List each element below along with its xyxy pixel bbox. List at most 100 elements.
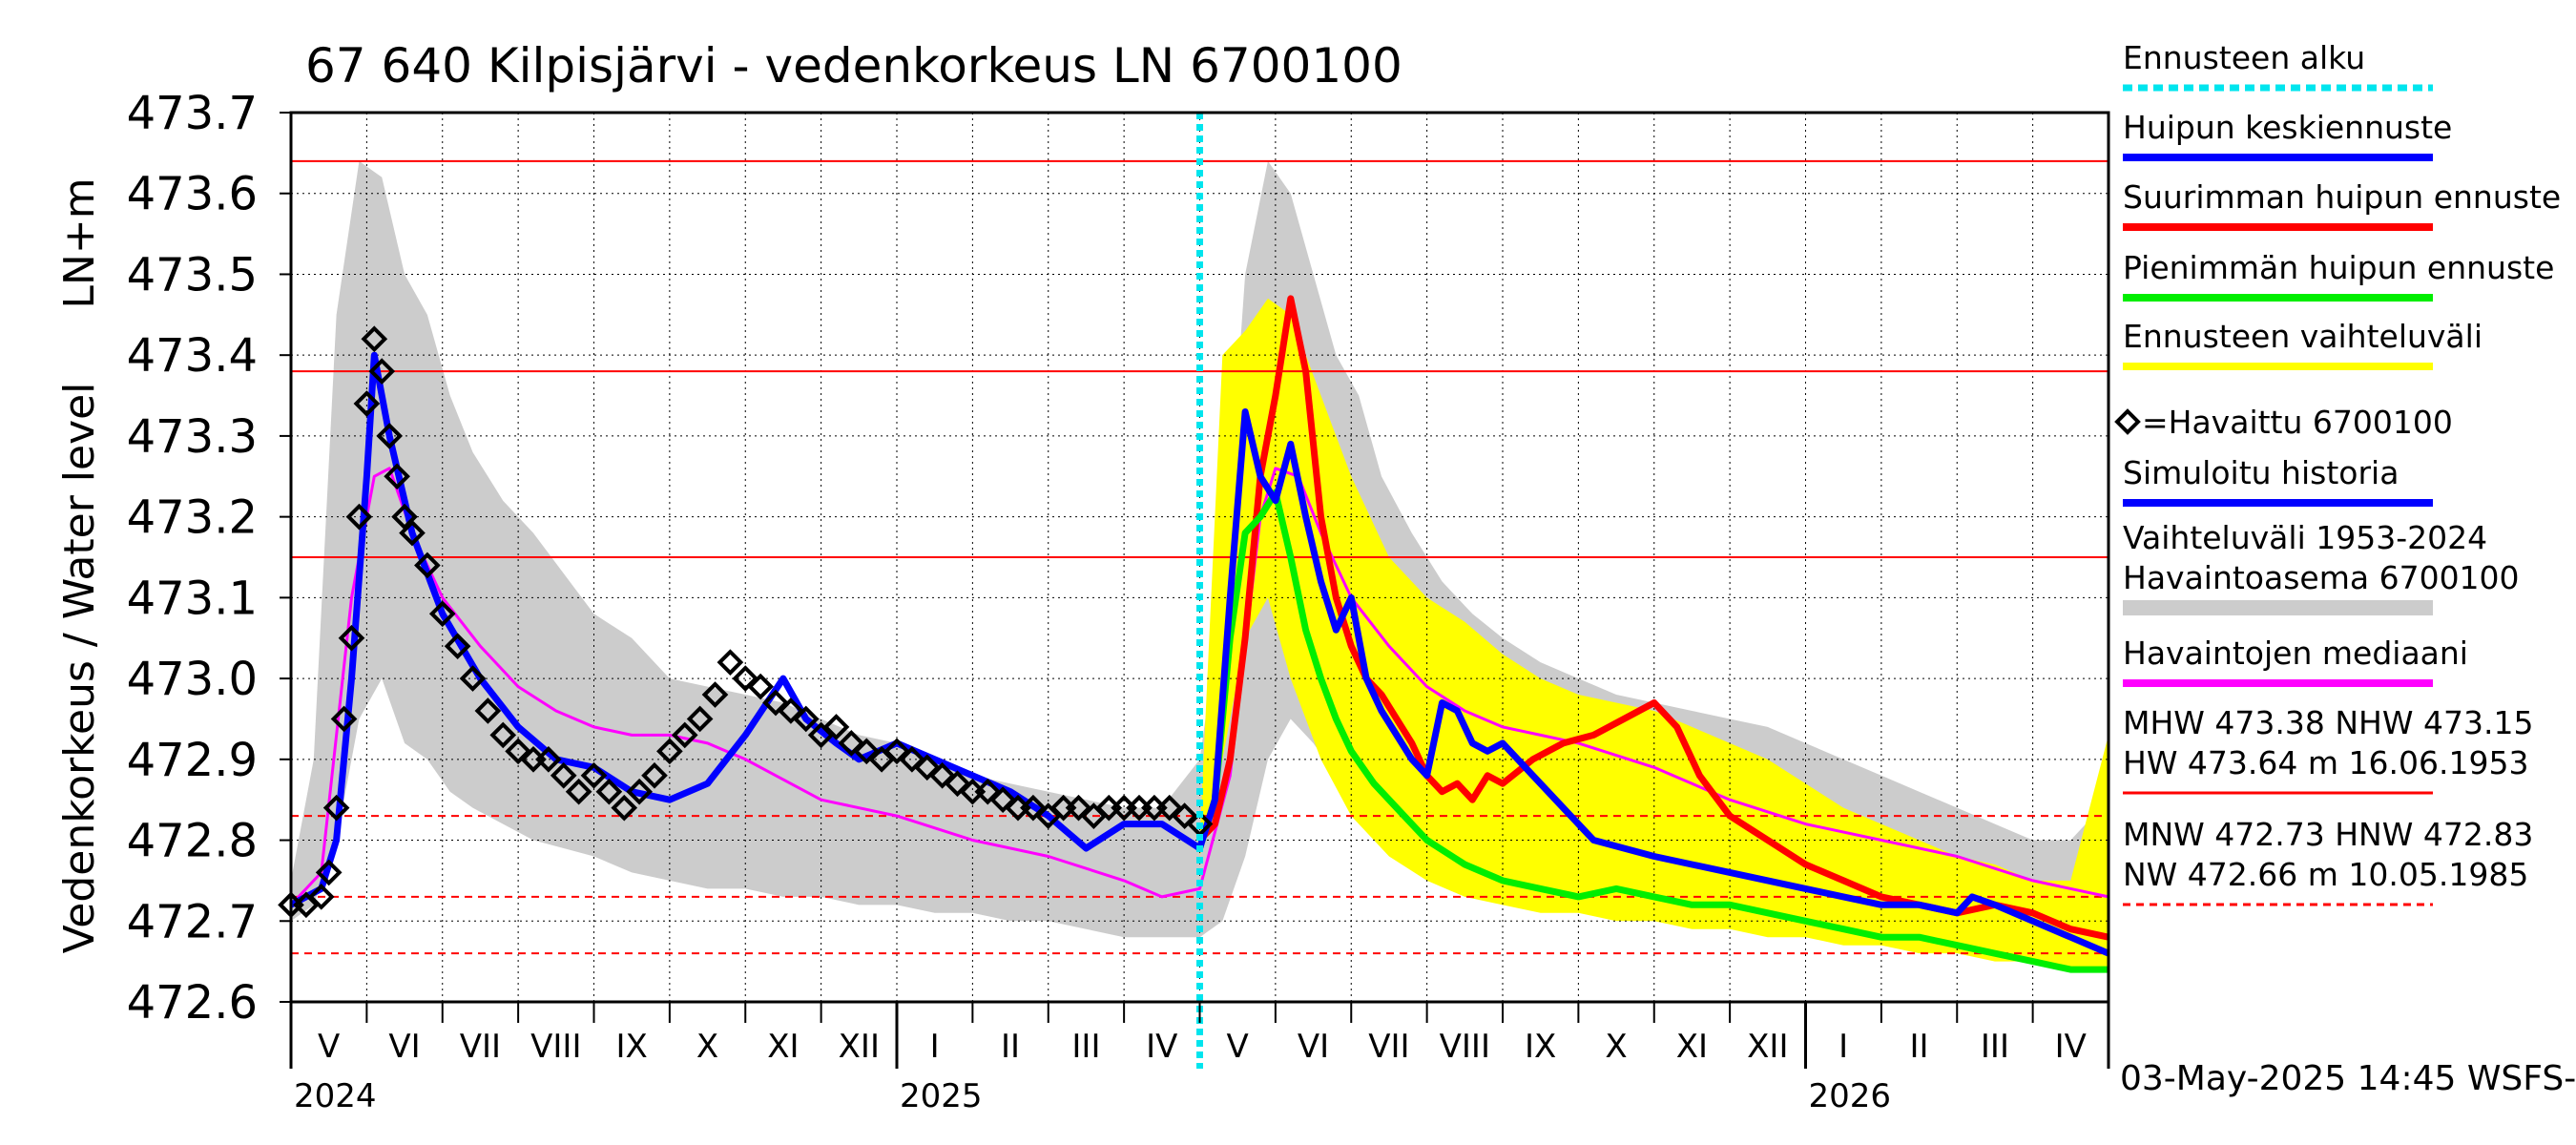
- legend-label: MNW 472.73 HNW 472.83: [2123, 816, 2533, 853]
- x-month-label: V: [318, 1028, 340, 1066]
- observed-point: [444, 633, 471, 660]
- legend-label-line2: Havaintoasema 6700100: [2123, 559, 2520, 596]
- legend-label: Vaihteluväli 1953-2024: [2123, 519, 2487, 556]
- observed-point: [641, 761, 668, 789]
- legend-label: Ennusteen vaihteluväli: [2123, 318, 2483, 355]
- observed-point: [428, 600, 456, 628]
- observed-point: [353, 390, 381, 417]
- observed-point: [686, 705, 714, 733]
- observed-point: [778, 697, 804, 724]
- legend-label: Suurimman huipun ennuste: [2123, 178, 2561, 216]
- observed-point: [1171, 802, 1198, 829]
- observed-point: [611, 794, 638, 822]
- x-month-label: XI: [1676, 1028, 1708, 1066]
- observed-point: [944, 770, 971, 798]
- x-month-label: II: [1001, 1028, 1020, 1066]
- x-month-label: X: [1605, 1028, 1627, 1066]
- chart-title: 67 640 Kilpisjärvi - vedenkorkeus LN 670…: [305, 38, 1402, 94]
- observed-point: [656, 738, 683, 765]
- x-month-label: VI: [388, 1028, 420, 1066]
- observed-point: [315, 859, 343, 886]
- y-tick-label: 473.1: [127, 572, 258, 625]
- x-month-label: XI: [767, 1028, 799, 1066]
- y-tick-label: 473.5: [127, 248, 258, 302]
- x-month-label: IV: [2055, 1028, 2087, 1066]
- observed-point: [535, 745, 562, 773]
- x-year-label: 2024: [294, 1077, 377, 1115]
- x-month-label: IX: [1525, 1028, 1556, 1066]
- observed-point: [489, 721, 517, 749]
- legend: Ennusteen alku Huipun keskiennuste Suurimm…: [2114, 39, 2561, 906]
- timestamp-footer: 03-May-2025 14:45 WSFS-O: [2120, 1059, 2576, 1098]
- observed-point: [595, 778, 623, 805]
- x-month-label: III: [1071, 1028, 1100, 1066]
- x-month-label: VIII: [530, 1028, 581, 1066]
- observed-point: [384, 463, 410, 490]
- legend-label: =Havaittu 6700100: [2142, 404, 2453, 441]
- observed-point: [1065, 794, 1092, 822]
- y-tick-label: 472.8: [127, 815, 258, 868]
- x-month-label: I: [1839, 1028, 1848, 1066]
- y-tick-label: 472.6: [127, 976, 258, 1030]
- legend-label-line2: HW 473.64 m 16.06.1953: [2123, 744, 2528, 781]
- legend-label: Pienimmän huipun ennuste: [2123, 249, 2554, 286]
- x-year-label: 2026: [1809, 1077, 1892, 1115]
- observed-point: [822, 714, 850, 740]
- x-month-label: VII: [460, 1028, 501, 1066]
- x-month-label: V: [1227, 1028, 1249, 1066]
- observed-point: [474, 697, 502, 724]
- series-suurimman-huipun-ennuste: [1196, 295, 2109, 941]
- observed-point: [345, 503, 373, 531]
- observed-point: [701, 681, 729, 708]
- x-month-label: IX: [616, 1028, 648, 1066]
- observed-point: [792, 705, 820, 733]
- observed-point: [368, 358, 396, 385]
- observed-point: [391, 503, 418, 531]
- x-month-label: VIII: [1440, 1028, 1490, 1066]
- y-tick-label: 473.0: [127, 653, 258, 706]
- observed-point: [414, 552, 441, 579]
- x-month-label: XII: [839, 1028, 880, 1066]
- y-tick-label: 473.7: [127, 87, 258, 140]
- legend-marker-icon: [2114, 408, 2141, 435]
- legend-label: Simuloitu historia: [2123, 454, 2399, 491]
- observed-point: [565, 778, 592, 805]
- forecast-range-band: [1199, 298, 2109, 970]
- observed-point: [338, 624, 365, 652]
- observed-point: [330, 705, 358, 733]
- observed-point: [928, 761, 956, 789]
- observed-point: [1020, 794, 1047, 822]
- x-month-label: II: [1910, 1028, 1929, 1066]
- y-axis-unit-label: LN+m: [55, 177, 104, 308]
- observed-point: [361, 325, 388, 353]
- y-tick-label: 472.9: [127, 734, 258, 787]
- x-month-label: X: [696, 1028, 718, 1066]
- observed-point: [580, 761, 608, 789]
- x-month-label: VI: [1298, 1028, 1329, 1066]
- x-month-label: I: [930, 1028, 940, 1066]
- x-month-label: IV: [1146, 1028, 1177, 1066]
- observed-point: [899, 745, 925, 773]
- observed-point: [762, 689, 789, 717]
- observed-point: [626, 778, 653, 805]
- observed-point: [399, 519, 426, 547]
- observed-point: [505, 738, 531, 765]
- series-pienimm-n-huipun-ennuste: [1196, 489, 2109, 973]
- observed-point: [459, 665, 487, 692]
- observed-point: [322, 794, 350, 822]
- y-tick-label: 473.6: [127, 168, 258, 221]
- legend-label: Havaintojen mediaani: [2123, 635, 2468, 672]
- plot-area: 472.6 472.7 472.8 472.9 473.0 473.1 473.2 473.3…: [127, 87, 2110, 1115]
- observed-point: [989, 786, 1016, 814]
- x-month-label: VII: [1368, 1028, 1409, 1066]
- observed-point: [732, 665, 759, 692]
- observed-point: [376, 423, 404, 449]
- observed-point: [671, 721, 698, 749]
- y-tick-label: 473.4: [127, 329, 258, 383]
- y-tick-label: 473.3: [127, 410, 258, 464]
- y-tick-label: 473.2: [127, 491, 258, 545]
- legend-label: Ennusteen alku: [2123, 39, 2365, 76]
- x-month-label: XII: [1747, 1028, 1788, 1066]
- legend-label-line2: NW 472.66 m 10.05.1985: [2123, 856, 2528, 893]
- series-huipun-keskiennuste: [1196, 408, 2110, 957]
